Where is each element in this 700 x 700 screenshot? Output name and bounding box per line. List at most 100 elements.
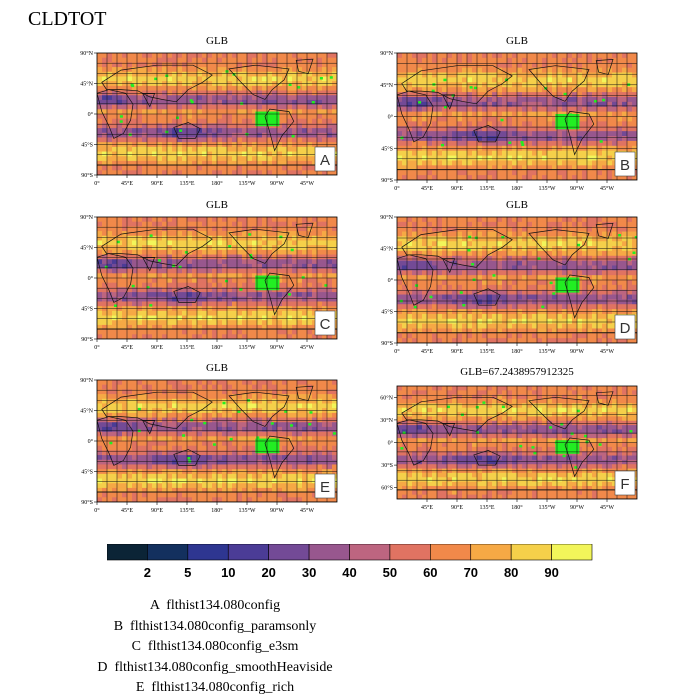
lon-tick-label: 90°E (451, 348, 463, 355)
lon-tick-label: 45°E (121, 344, 133, 351)
panel-letter: A (320, 152, 330, 169)
legend-name: flthist134.080config (166, 598, 281, 613)
lon-tick-label: 90°E (151, 180, 163, 187)
lon-tick-label: 180° (211, 180, 223, 187)
map-svg: A90°N45°N0°45°S90°S0° 45°E 90°E 135°E 180° 13… (80, 50, 338, 187)
lat-tick-label: 90°N (380, 50, 393, 57)
lat-tick-label: 90°S (381, 340, 393, 347)
lon-tick-label: 135°E (179, 507, 194, 514)
lon-tick-label: 135°W (238, 180, 255, 187)
lat-tick-label: 60°S (381, 485, 393, 492)
figure-title: CLDTOT (28, 8, 107, 30)
legend-name: flthist134.080config_rich (151, 680, 295, 695)
lon-tick-label: 135°W (538, 185, 555, 192)
lat-tick-label: 45°S (381, 309, 393, 316)
legend-entry: A flthist134.080config (0, 596, 430, 617)
panel-letter-box: D (614, 314, 636, 340)
lon-tick-label: 45°W (300, 180, 314, 187)
colorbar-label: 50 (383, 565, 397, 580)
lon-tick-label: 45°W (600, 504, 614, 511)
lon-tick-label: 135°E (179, 180, 194, 187)
lon-tick-label: 90°E (151, 344, 163, 351)
lat-tick-label: 0° (88, 438, 94, 445)
lon-tick-label: 135°E (479, 504, 494, 511)
lat-tick-label: 90°S (81, 172, 93, 179)
colorbar-label: 70 (464, 565, 478, 580)
lon-tick-label: 0° (394, 348, 400, 355)
cloud-field (97, 53, 337, 175)
map-svg: D90°N45°N0°45°S90°S0° 45°E 90°E 135°E 180° 13… (380, 214, 638, 355)
panel-letter: B (620, 157, 630, 174)
lat-tick-label: 45°N (80, 245, 93, 252)
colorbar: 2 5 10 20 30 40 50 60 70 80 90 (107, 544, 593, 580)
panel-letter-box: E (314, 473, 336, 499)
lat-tick-label: 0° (388, 277, 394, 284)
colorbar-segment (187, 544, 229, 561)
lat-tick-label: 45°S (81, 306, 93, 313)
lon-tick-label: 45°E (121, 180, 133, 187)
panel-letter-box: B (614, 151, 636, 177)
legend-id: C (131, 639, 141, 654)
lat-tick-label: 0° (88, 275, 94, 282)
lat-tick-label: 30°N (380, 417, 393, 424)
lon-tick-label: 180° (511, 348, 523, 355)
legend-entry: B flthist134.080config_paramsonly (0, 617, 430, 638)
lon-tick-label: 90°W (570, 185, 584, 192)
colorbar-label: 20 (261, 565, 275, 580)
lon-tick-label: 90°W (270, 344, 284, 351)
lat-tick-label: 0° (88, 111, 94, 118)
lon-tick-label: 45°W (300, 344, 314, 351)
lat-tick-label: 60°N (380, 394, 393, 401)
lon-tick-label: 135°W (538, 348, 555, 355)
colorbar-segment (389, 544, 431, 561)
panel-letter-box: F (614, 470, 636, 496)
colorbar-label: 2 (144, 565, 151, 580)
colorbar-label: 60 (423, 565, 437, 580)
panel-title: GLB=67.2438957912325 (460, 366, 574, 378)
lat-tick-label: 30°S (381, 462, 393, 469)
panel-title: GLB (206, 35, 228, 47)
panel-title: GLB (506, 35, 528, 47)
lon-tick-label: 90°E (451, 504, 463, 511)
lat-tick-label: 90°N (80, 214, 93, 221)
lon-tick-label: 45°E (421, 348, 433, 355)
lat-tick-label: 0° (388, 114, 394, 121)
lon-tick-label: 0° (394, 185, 400, 192)
lat-tick-label: 90°S (81, 336, 93, 343)
lon-tick-label: 90°E (151, 507, 163, 514)
colorbar-label: 40 (342, 565, 356, 580)
legend-id: E (135, 680, 145, 695)
cloud-field (397, 53, 637, 180)
legend-id: B (113, 618, 124, 634)
lat-tick-label: 90°N (80, 50, 93, 57)
lon-tick-label: 135°E (179, 344, 194, 351)
colorbar-segment (349, 544, 391, 561)
colorbar-segment (107, 544, 148, 561)
legend: A flthist134.080config B flthist134.080co… (0, 596, 430, 699)
lon-tick-label: 135°W (238, 344, 255, 351)
map-svg: C90°N45°N0°45°S90°S0° 45°E 90°E 135°E 180° 13… (80, 214, 338, 351)
lon-tick-label: 135°W (538, 504, 555, 511)
cloud-field (97, 380, 337, 502)
lat-tick-label: 45°N (80, 81, 93, 88)
panel-letter: C (320, 316, 331, 333)
lon-tick-label: 180° (511, 185, 523, 192)
lon-tick-label: 0° (94, 180, 100, 187)
lon-tick-label: 90°W (270, 507, 284, 514)
panel-title: GLB (206, 362, 228, 374)
lat-tick-label: 90°S (381, 177, 393, 184)
lat-tick-label: 45°N (380, 82, 393, 89)
cloud-field (97, 217, 337, 339)
lon-tick-label: 45°W (300, 507, 314, 514)
lon-tick-label: 0° (94, 344, 100, 351)
legend-entry: D flthist134.080config_smoothHeaviside (0, 658, 430, 679)
colorbar-segment (430, 544, 472, 561)
lon-tick-label: 45°W (600, 348, 614, 355)
colorbar-segment (147, 544, 189, 561)
legend-name: flthist134.080config_paramsonly (130, 618, 317, 634)
lon-tick-label: 45°E (421, 185, 433, 192)
colorbar-segment (551, 544, 593, 561)
lat-tick-label: 0° (388, 440, 394, 447)
lon-tick-label: 135°E (479, 348, 494, 355)
map-svg: F 60°N 30°N 0° 30°S 60°S 45°E 90°E 135°E 180° 135°… (380, 385, 638, 511)
